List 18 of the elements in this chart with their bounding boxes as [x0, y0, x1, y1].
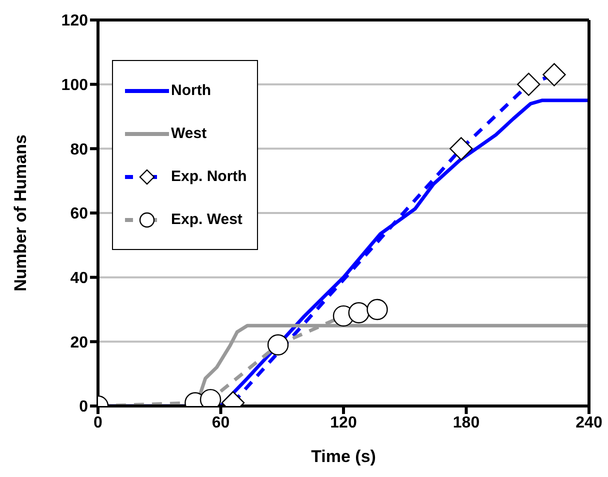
y-tick-label: 60 [70, 206, 88, 223]
legend-label: North [171, 82, 211, 99]
y-tick-label: 100 [61, 77, 88, 94]
y-tick-label: 20 [70, 334, 88, 352]
y-tick-label: 40 [70, 270, 88, 288]
legend-label: Exp. West [171, 211, 242, 228]
y-tick-label: 80 [70, 141, 88, 158]
y-tick-label: 0 [79, 398, 88, 416]
x-tick-label: 240 [576, 414, 602, 432]
x-tick-label: 60 [212, 414, 230, 432]
legend-label: Exp. North [171, 168, 247, 185]
x-tick-label: 0 [94, 414, 103, 432]
y-tick-label: 120 [61, 12, 88, 30]
x-axis-title: Time (s) [311, 447, 376, 466]
legend-label: West [171, 125, 207, 142]
y-axis-title: Number of Humans [11, 134, 30, 292]
x-tick-label: 120 [330, 414, 357, 432]
x-tick-label: 180 [452, 414, 480, 432]
